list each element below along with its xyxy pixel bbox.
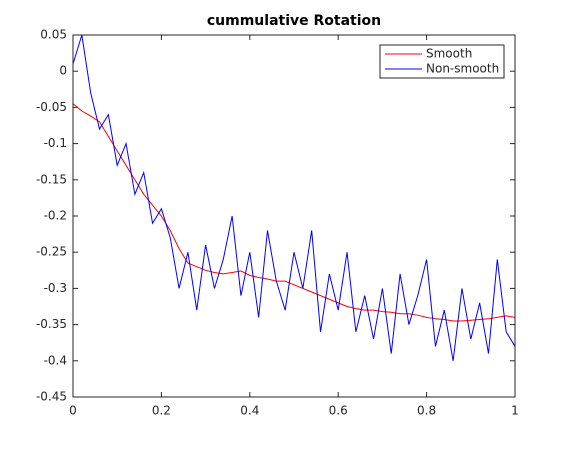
y-tick-label: -0.1 <box>44 136 67 150</box>
y-tick-label: -0.45 <box>36 390 67 404</box>
plot-area <box>73 35 515 397</box>
y-tick-label: -0.15 <box>36 172 67 186</box>
x-tick-label: 0.6 <box>329 404 348 418</box>
legend-label: Non-smooth <box>426 62 499 76</box>
chart-title: cummulative Rotation <box>207 13 381 29</box>
x-tick-label: 0.8 <box>417 404 436 418</box>
y-tick-label: -0.3 <box>44 281 67 295</box>
line <box>72 103 516 322</box>
x-tick-label: 1 <box>511 404 519 418</box>
line <box>72 34 516 361</box>
legend-box <box>379 44 505 79</box>
y-tick-label: 0.05 <box>40 28 67 42</box>
y-tick-label: 0 <box>59 64 67 78</box>
legend-label: Smooth <box>426 47 472 61</box>
y-tick-label: -0.05 <box>36 100 67 114</box>
axes-box <box>72 34 516 398</box>
y-tick-label: -0.35 <box>36 317 67 331</box>
y-tick-label: -0.25 <box>36 245 67 259</box>
x-tick-label: 0.2 <box>152 404 171 418</box>
x-tick-label: 0.4 <box>240 404 259 418</box>
y-tick-label: -0.2 <box>44 209 67 223</box>
x-tick-label: 0 <box>69 404 77 418</box>
y-tick-label: -0.4 <box>44 353 67 367</box>
